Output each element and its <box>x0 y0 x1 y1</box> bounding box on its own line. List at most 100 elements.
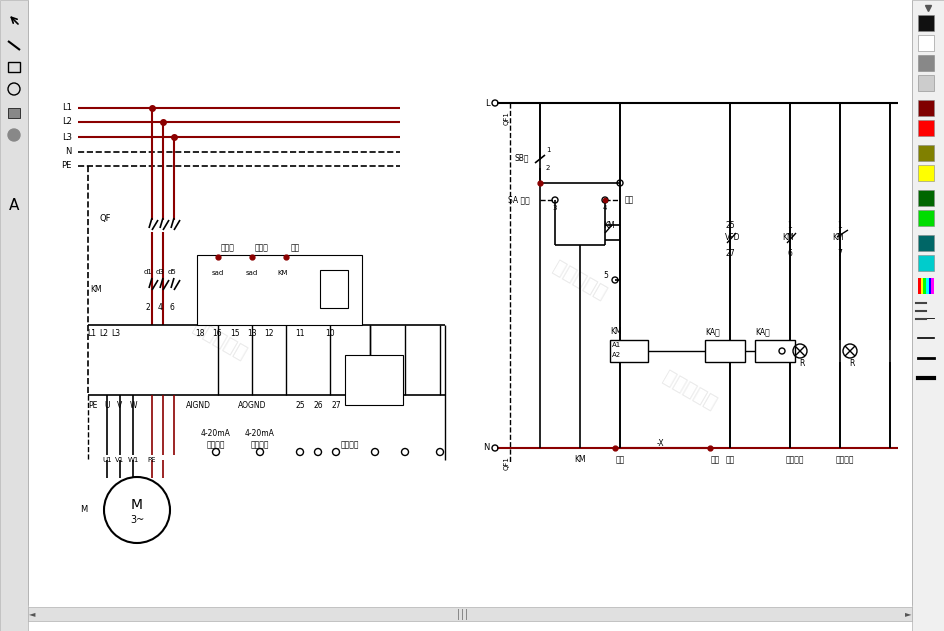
Text: 运行显示: 运行显示 <box>784 456 803 464</box>
Bar <box>28 607 911 621</box>
Bar <box>345 355 402 405</box>
Text: 变频调零: 变频调零 <box>341 440 359 449</box>
Text: 龙号: 龙号 <box>290 244 299 252</box>
Text: KM: KM <box>610 327 621 336</box>
Text: L2: L2 <box>99 329 109 338</box>
Text: d3: d3 <box>156 269 164 275</box>
Text: KM: KM <box>90 285 102 295</box>
Text: KM: KM <box>782 232 793 242</box>
Text: 自动: 自动 <box>624 196 633 204</box>
Text: 停止显示: 停止显示 <box>834 456 853 464</box>
Text: d5: d5 <box>167 269 177 275</box>
Text: 25: 25 <box>295 401 305 410</box>
Text: AIGND: AIGND <box>185 401 211 410</box>
Text: QF: QF <box>100 213 111 223</box>
Text: 3: 3 <box>552 205 557 211</box>
Text: R: R <box>849 360 853 369</box>
Text: KA各: KA各 <box>704 327 719 336</box>
Bar <box>917 165 933 181</box>
Bar <box>917 75 933 91</box>
Bar <box>931 278 933 294</box>
Bar <box>8 62 20 72</box>
Text: R: R <box>799 360 804 369</box>
Text: SA 手动: SA 手动 <box>508 196 530 204</box>
Text: d1: d1 <box>143 269 152 275</box>
Bar <box>917 100 933 116</box>
Bar <box>928 278 931 294</box>
Text: M: M <box>131 498 143 512</box>
Bar <box>917 278 919 294</box>
Text: M: M <box>80 505 87 514</box>
Text: N: N <box>483 444 490 452</box>
Text: 运行: 运行 <box>615 456 624 464</box>
Text: 加速术: 加速术 <box>255 244 269 252</box>
Text: L3: L3 <box>62 133 72 141</box>
Bar <box>917 35 933 51</box>
Text: 2: 2 <box>145 304 150 312</box>
Bar <box>919 278 922 294</box>
Bar <box>320 270 347 308</box>
Text: 1: 1 <box>836 220 841 230</box>
Text: KM: KM <box>574 456 585 464</box>
Text: 输出反馈: 输出反馈 <box>250 440 269 449</box>
Text: 15: 15 <box>230 329 240 338</box>
Text: PE: PE <box>61 162 72 170</box>
Bar <box>922 278 925 294</box>
Text: VFD: VFD <box>724 232 740 242</box>
Text: 18: 18 <box>195 329 205 338</box>
Text: L1: L1 <box>62 103 72 112</box>
Text: ◄: ◄ <box>28 610 35 618</box>
Text: 5: 5 <box>602 271 607 280</box>
Text: 工控学习吧: 工控学习吧 <box>659 367 719 413</box>
Bar <box>0 0 28 631</box>
Text: L: L <box>485 98 490 107</box>
Text: 26: 26 <box>312 401 323 410</box>
Text: PE: PE <box>88 401 97 410</box>
Bar <box>196 255 362 325</box>
Bar <box>754 340 794 362</box>
Text: 1: 1 <box>546 147 550 153</box>
Text: 25: 25 <box>724 220 734 230</box>
Text: W1: W1 <box>127 457 139 463</box>
Text: U1: U1 <box>102 457 111 463</box>
Bar <box>925 278 928 294</box>
Text: A2: A2 <box>612 352 620 358</box>
Text: N: N <box>65 148 72 156</box>
Text: V1: V1 <box>115 457 125 463</box>
Text: 10: 10 <box>325 329 334 338</box>
Text: QF1: QF1 <box>503 111 510 125</box>
Text: 12: 12 <box>264 329 274 338</box>
Text: sad: sad <box>245 270 258 276</box>
Text: 磁接术: 磁接术 <box>221 244 235 252</box>
Text: AOGND: AOGND <box>238 401 266 410</box>
Bar <box>917 120 933 136</box>
Text: 1: 1 <box>786 220 791 230</box>
Text: ►: ► <box>903 610 910 618</box>
Bar <box>610 340 648 362</box>
Text: 2: 2 <box>546 165 549 171</box>
Text: 13: 13 <box>247 329 257 338</box>
Text: V: V <box>117 401 123 410</box>
Text: SB停: SB停 <box>514 153 529 163</box>
Text: KM: KM <box>278 270 288 276</box>
Text: A1: A1 <box>612 342 620 348</box>
Text: QF1: QF1 <box>503 456 510 470</box>
Text: 6: 6 <box>786 249 792 257</box>
Text: L3: L3 <box>111 329 121 338</box>
Bar <box>917 235 933 251</box>
Bar <box>917 255 933 271</box>
Text: 11: 11 <box>295 329 304 338</box>
Text: 4: 4 <box>158 304 162 312</box>
Bar <box>917 55 933 71</box>
Bar <box>8 108 20 118</box>
Text: sad: sad <box>211 270 224 276</box>
Text: 4-20mA: 4-20mA <box>244 428 275 437</box>
Text: 7: 7 <box>836 249 841 257</box>
Text: PE: PE <box>147 457 156 463</box>
Text: 故障: 故障 <box>725 456 733 464</box>
Text: 输入设定: 输入设定 <box>207 440 225 449</box>
Bar <box>917 190 933 206</box>
Text: 工控学习吧: 工控学习吧 <box>190 317 250 363</box>
Text: A: A <box>8 198 19 213</box>
Bar <box>917 145 933 161</box>
